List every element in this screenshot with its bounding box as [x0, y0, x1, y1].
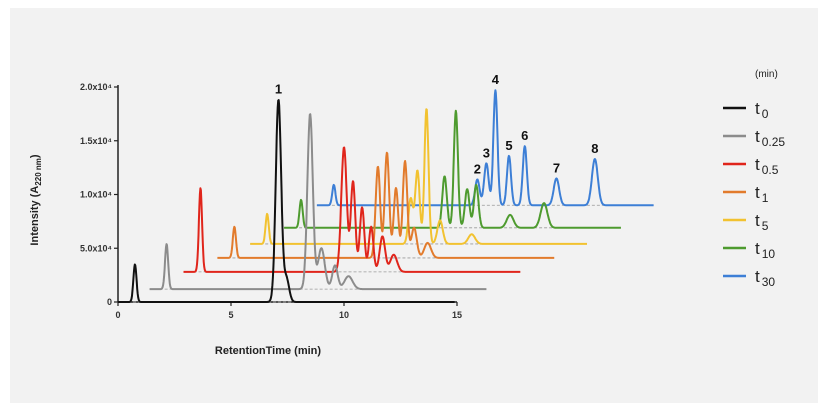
series-line: [149, 113, 487, 291]
peak-label-8: 8: [591, 141, 598, 156]
series-t30: [316, 89, 655, 207]
x-axis-title: RetentionTime (min): [215, 345, 321, 357]
legend-label-main: t: [755, 211, 760, 230]
legend-label-main: t: [755, 155, 760, 174]
legend-items: t 0t 0.25t 0.5t 1t 5t 10t 30: [723, 99, 785, 289]
y-tick-label: 5.0x10⁴: [80, 243, 112, 253]
series-layer: [117, 89, 655, 303]
legend-label-main: t: [755, 99, 760, 118]
y-axis-title-main: Intensity (A: [29, 186, 41, 246]
x-tick-label: 10: [339, 310, 349, 320]
legend-label-sub: 30: [762, 275, 776, 289]
series-t10: [283, 109, 622, 229]
x-ticks: 0 5 10 15: [115, 302, 462, 320]
legend: (min) t 0t 0.25t 0.5t 1t 5t 10t 30: [723, 69, 785, 289]
legend-title: (min): [755, 69, 778, 80]
legend-label-sub: 10: [762, 247, 776, 261]
peak-label-6: 6: [521, 128, 528, 143]
legend-label-sub: 0.5: [762, 163, 779, 177]
legend-label-sub: 0.25: [762, 135, 786, 149]
y-axis-title-close: ): [29, 154, 41, 158]
peak-label-2: 2: [474, 161, 481, 176]
series-t0.25: [149, 113, 487, 291]
series-t0: [117, 99, 456, 303]
y-tick-label: 2.0x10⁴: [80, 82, 112, 92]
legend-label: t 0.25: [755, 127, 785, 149]
x-tick-label: 0: [115, 310, 120, 320]
series-line: [316, 89, 655, 207]
x-tick-label: 15: [452, 310, 462, 320]
series-line: [117, 99, 456, 303]
series-line: [183, 146, 521, 273]
peak-label-4: 4: [492, 72, 500, 87]
y-tick-label: 1.0x10⁴: [80, 190, 112, 200]
y-axis-title: Intensity (A220 nm): [29, 154, 43, 245]
legend-label-main: t: [755, 239, 760, 258]
legend-label-sub: 0: [762, 107, 769, 121]
peak-label-3: 3: [483, 145, 490, 160]
y-ticks: 0 5.0x10⁴ 1.0x10⁴ 1.5x10⁴ 2.0x10⁴: [80, 82, 118, 307]
y-axis-title-sub: 220 nm: [34, 158, 43, 186]
legend-label-main: t: [755, 267, 760, 286]
series-line: [283, 109, 622, 229]
y-tick-label: 0: [107, 297, 112, 307]
peak-label-1: 1: [275, 82, 282, 97]
x-tick-label: 5: [228, 310, 233, 320]
series-t0.5: [183, 146, 521, 273]
peak-annotations: 1 23 4 56 7 8: [275, 72, 599, 176]
legend-label-sub: 5: [762, 219, 769, 233]
legend-label: t 30: [755, 267, 775, 289]
legend-label-main: t: [755, 183, 760, 202]
peak-label-5: 5: [505, 138, 512, 153]
legend-label-main: t: [755, 127, 760, 146]
legend-label: t 10: [755, 239, 775, 261]
peak-label-7: 7: [553, 160, 560, 175]
y-tick-label: 1.5x10⁴: [80, 136, 112, 146]
legend-label-sub: 1: [762, 191, 769, 205]
legend-label: t 0.5: [755, 155, 779, 177]
